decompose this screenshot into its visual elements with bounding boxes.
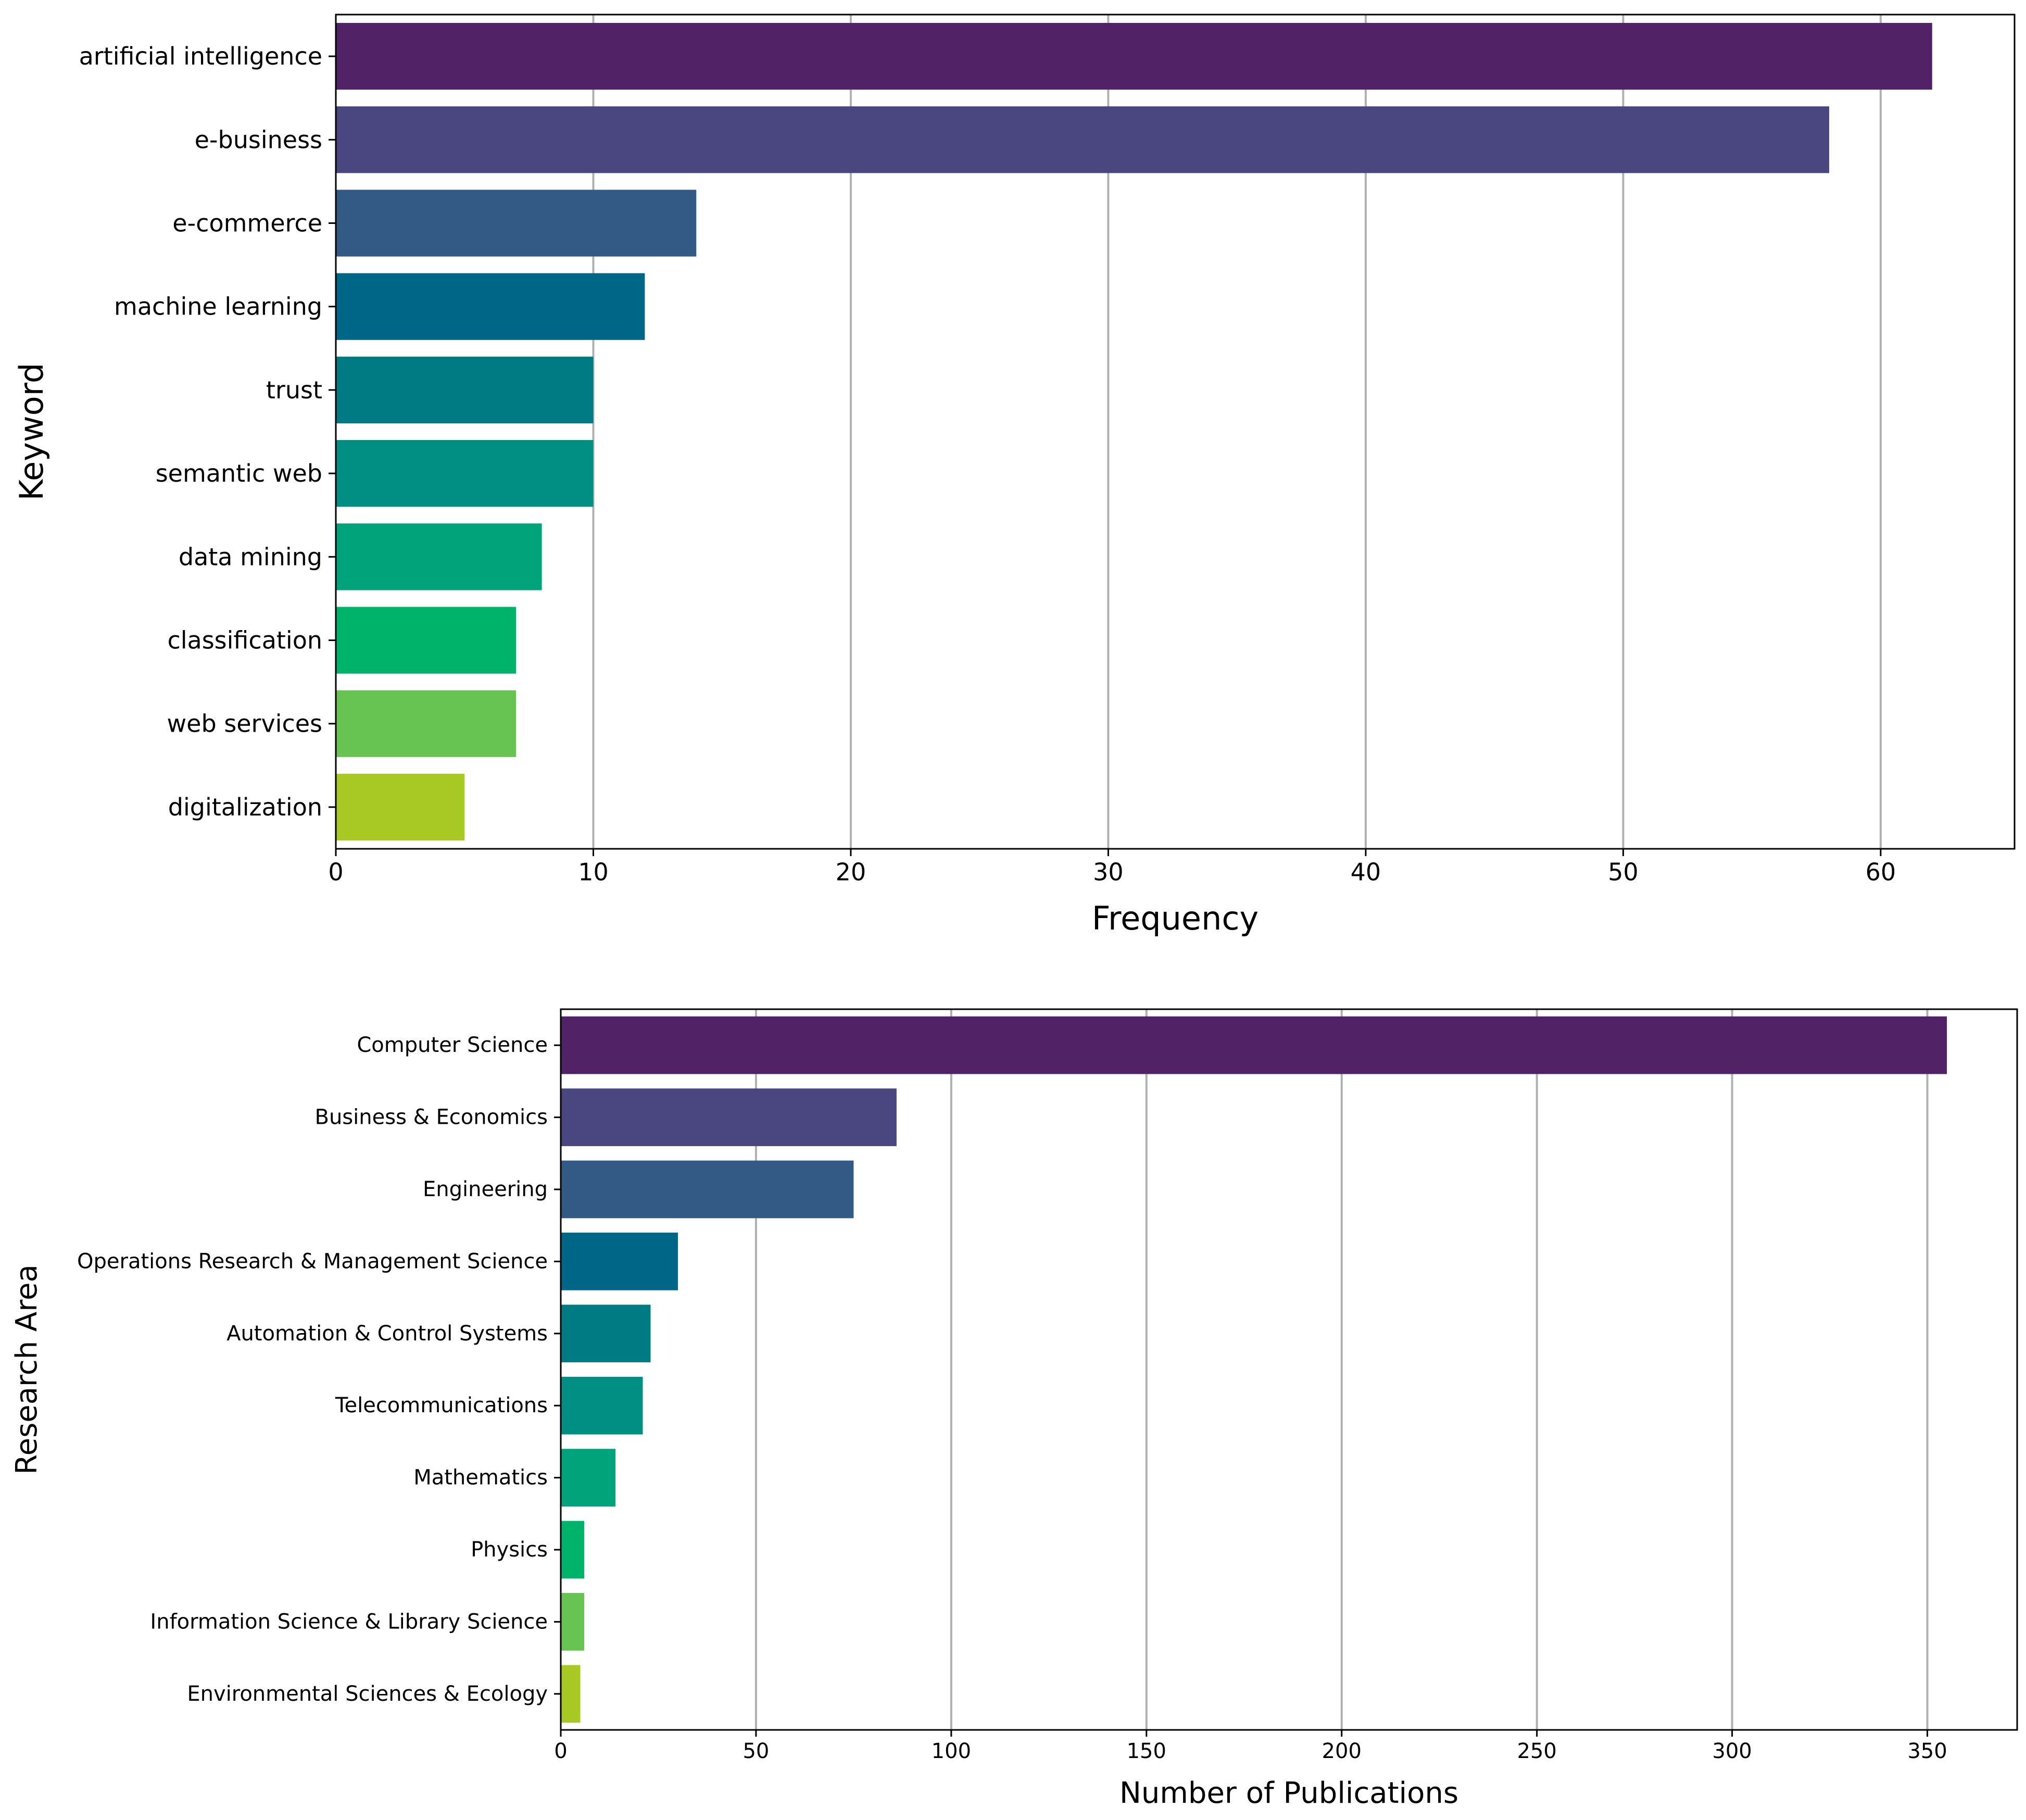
keyword-category-label: e-commerce bbox=[172, 209, 322, 237]
keyword-bar-7 bbox=[336, 607, 517, 674]
research-area-bar-0 bbox=[561, 1016, 1947, 1074]
research-area-bar-8 bbox=[561, 1593, 584, 1651]
keyword-category-label: machine learning bbox=[114, 293, 322, 321]
research-area-xtick-label: 0 bbox=[554, 1739, 567, 1763]
research-area-category-label: Environmental Sciences & Ecology bbox=[187, 1682, 548, 1706]
research-area-bar-6 bbox=[561, 1449, 615, 1507]
keyword-xtick-label: 40 bbox=[1351, 858, 1381, 886]
keyword-bar-0 bbox=[336, 23, 1932, 90]
research-area-bar-7 bbox=[561, 1521, 584, 1579]
research-area-yaxis-title: Research Area bbox=[10, 1264, 44, 1475]
keyword-bar-9 bbox=[336, 773, 465, 840]
research-area-chart: Computer Science Business & Economics Engi… bbox=[10, 1008, 2018, 1810]
keyword-xtick-label: 60 bbox=[1866, 858, 1896, 886]
keyword-category-label: web services bbox=[167, 710, 322, 738]
keyword-bar-2 bbox=[336, 190, 697, 257]
research-area-category-label: Physics bbox=[471, 1538, 548, 1562]
research-area-category-label: Mathematics bbox=[413, 1466, 548, 1490]
keyword-category-label: semantic web bbox=[156, 459, 322, 487]
keyword-yaxis-title: Keyword bbox=[12, 363, 51, 501]
research-area-category-label: Information Science & Library Science bbox=[150, 1610, 548, 1634]
research-area-bar-9 bbox=[561, 1665, 581, 1723]
keyword-category-label: e-business bbox=[195, 125, 322, 154]
keyword-category-label: artificial intelligence bbox=[79, 42, 322, 70]
research-area-axes-frame bbox=[560, 1008, 2018, 1731]
research-area-xtick-label: 50 bbox=[743, 1739, 769, 1763]
research-area-category-label: Engineering bbox=[423, 1177, 548, 1201]
keyword-frequency-chart: artificial intelligence e-business e-comme… bbox=[12, 14, 2016, 937]
keyword-xtick-label: 30 bbox=[1093, 858, 1124, 886]
keyword-category-label: trust bbox=[266, 376, 322, 404]
keyword-bar-6 bbox=[336, 523, 542, 591]
keyword-xtick-label: 20 bbox=[836, 858, 866, 886]
research-area-category-label: Operations Research & Management Science bbox=[77, 1249, 548, 1273]
keyword-category-label: data mining bbox=[179, 543, 322, 571]
keyword-xtick-label: 50 bbox=[1608, 858, 1639, 886]
keyword-bar-5 bbox=[336, 440, 594, 507]
research-area-xtick-label: 200 bbox=[1322, 1739, 1362, 1763]
keyword-bar-8 bbox=[336, 690, 517, 757]
research-area-category-label: Business & Economics bbox=[315, 1106, 548, 1129]
keyword-xtick-label: 10 bbox=[578, 858, 609, 886]
research-area-bar-3 bbox=[561, 1233, 678, 1290]
keyword-xtick-label: 0 bbox=[328, 858, 343, 886]
keyword-category-label: digitalization bbox=[168, 793, 322, 821]
research-area-xtick-label: 100 bbox=[932, 1739, 971, 1763]
research-area-bar-1 bbox=[561, 1088, 897, 1146]
research-area-xtick-label: 350 bbox=[1907, 1739, 1947, 1763]
keyword-bar-1 bbox=[336, 106, 1829, 173]
research-area-xtick-label: 250 bbox=[1517, 1739, 1556, 1763]
keyword-bar-4 bbox=[336, 356, 594, 423]
keyword-xaxis-title: Frequency bbox=[1092, 899, 1259, 937]
keyword-axes-frame bbox=[335, 14, 2016, 850]
keyword-bar-3 bbox=[336, 273, 645, 340]
research-area-xtick-label: 300 bbox=[1712, 1739, 1752, 1763]
research-area-category-label: Telecommunications bbox=[335, 1394, 548, 1417]
keyword-category-label: classification bbox=[167, 626, 322, 655]
research-area-category-label: Automation & Control Systems bbox=[226, 1322, 548, 1346]
research-area-bar-2 bbox=[561, 1160, 854, 1219]
research-area-xaxis-title: Number of Publications bbox=[1119, 1776, 1458, 1810]
research-area-xtick-label: 150 bbox=[1127, 1739, 1166, 1763]
research-area-category-label: Computer Science bbox=[357, 1033, 548, 1057]
research-area-bar-5 bbox=[561, 1376, 643, 1435]
research-area-bar-4 bbox=[561, 1304, 651, 1363]
